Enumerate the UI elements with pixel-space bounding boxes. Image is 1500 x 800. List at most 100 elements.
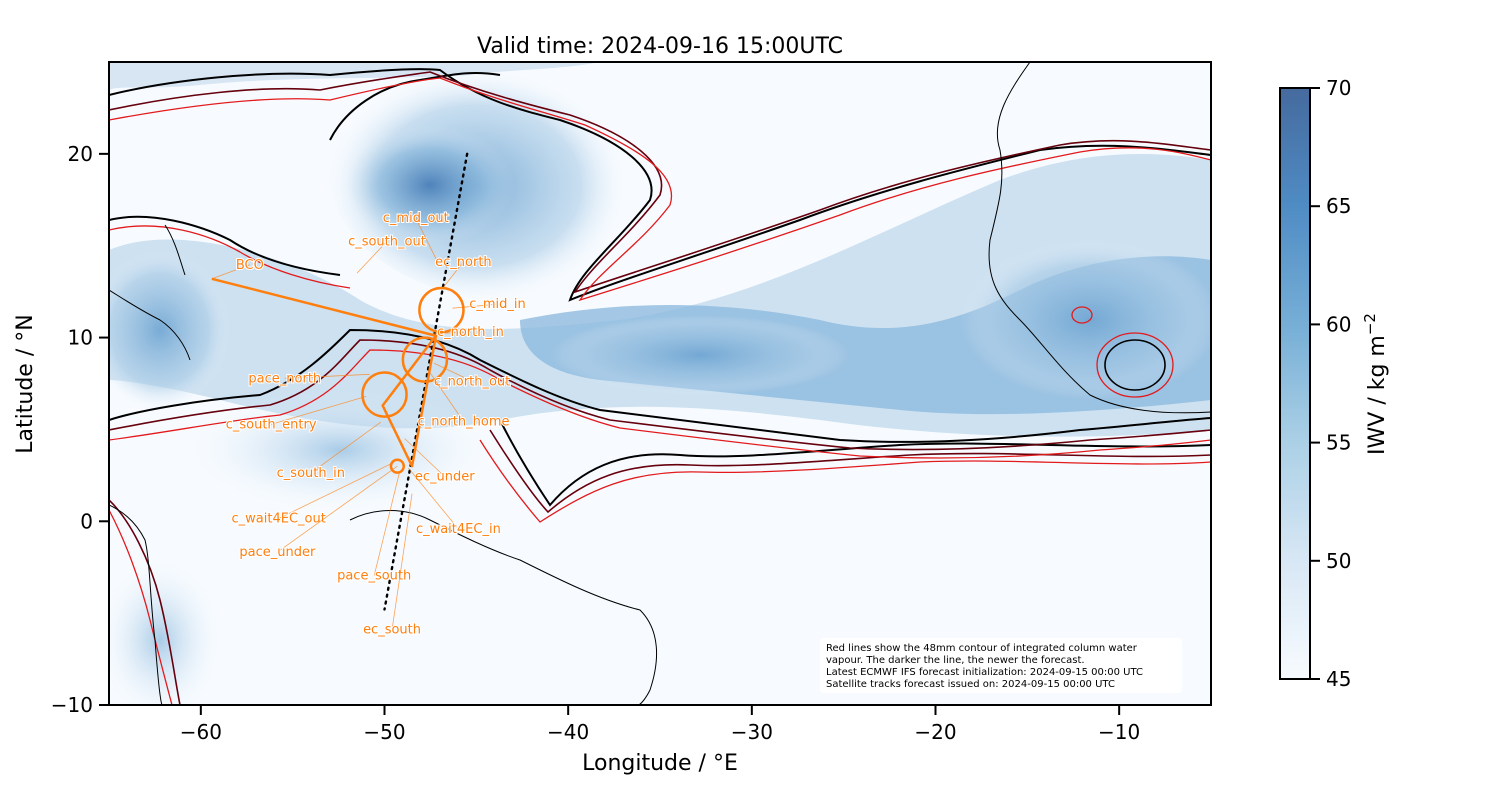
waypoint-leader: [441, 261, 464, 291]
iwv-field: [109, 62, 1211, 705]
colorbar-tick-label: 55: [1326, 431, 1351, 455]
contour-newest: [109, 215, 341, 276]
contour-island: [1104, 339, 1166, 391]
note-line-2: vapour. The darker the line, the newer t…: [826, 655, 1085, 666]
waypoint-label: c_north_home: [418, 415, 510, 430]
flight-circle: [361, 371, 408, 418]
y-tick-label: 10: [68, 326, 93, 350]
contour-island: [1096, 332, 1174, 398]
flight-circle: [389, 458, 406, 474]
waypoint-leader: [391, 493, 413, 630]
waypoint-label: ec_south: [363, 623, 421, 638]
waypoint-label: c_wait4EC_out: [232, 511, 326, 526]
y-axis-label: Latitude / °N: [13, 314, 38, 453]
x-tick-label: −10: [1098, 720, 1140, 744]
waypoint-leader: [408, 467, 459, 530]
waypoint-label: c_south_in: [277, 466, 345, 481]
waypoint-label: pace_under: [239, 545, 316, 560]
x-tick-label: −20: [914, 720, 956, 744]
note-line-3: Latest ECMWF IFS forecast initialization…: [826, 667, 1143, 678]
colorbar-label-text: IWV / kg m: [1365, 335, 1390, 455]
waypoint-label: c_south_out: [348, 234, 426, 249]
contour-island: [1071, 306, 1093, 324]
flight-track-layer: [211, 277, 465, 474]
map-frame: [108, 61, 1212, 706]
x-axis: −60 −50 −40 −30 −20 −10: [180, 705, 1140, 744]
contour-mid: [109, 339, 1211, 451]
colorbar-label: IWV / kg m−2: [1361, 313, 1390, 455]
x-axis-label: Longitude / °E: [582, 751, 738, 776]
waypoint-leader: [433, 362, 473, 382]
waypoint-leader: [373, 473, 400, 576]
flight-circle: [418, 286, 465, 334]
coastline-south-america: [349, 510, 658, 705]
waypoint-leader: [452, 303, 498, 309]
waypoint-leader: [310, 421, 382, 474]
waypoint-label: c_south_entry: [226, 417, 317, 432]
colorbar-ticks: 70 65 60 55 50 45: [1310, 76, 1351, 691]
info-note-box: [820, 638, 1182, 693]
contour-older: [479, 439, 1211, 523]
map-panel: BCO c_south_out c_mid_out ec_north c_mid_inc…: [109, 62, 1211, 705]
plot-title: Valid time: 2024-09-16 15:00UTC: [477, 34, 843, 59]
waypoint-leader: [284, 373, 370, 379]
colorbar-label-exponent: −2: [1361, 313, 1379, 335]
contour-newest: [329, 71, 501, 141]
y-tick-label: 20: [68, 142, 93, 166]
waypoint-leader: [211, 264, 250, 280]
waypoint-leader: [277, 465, 398, 553]
coastline-caribbean: [164, 224, 186, 276]
waypoint-label: c_north_out: [434, 374, 510, 389]
note-line-4: Satellite tracks forecast issued on: 202…: [826, 679, 1115, 690]
contour-older: [109, 509, 173, 705]
y-tick-label: −10: [51, 693, 93, 717]
waypoint-label: ec_north: [435, 255, 492, 270]
contour-newest: [109, 68, 1211, 302]
waypoint-label: pace_south: [337, 569, 411, 584]
x-tick-label: −50: [363, 720, 405, 744]
x-tick-label: −60: [180, 720, 222, 744]
coastline-caribbean: [109, 289, 191, 361]
iwv-contours: [109, 68, 1211, 705]
colorbar-tick-label: 65: [1326, 194, 1351, 218]
contour-mid: [109, 71, 1211, 294]
waypoint-label: c_wait4EC_in: [416, 522, 501, 537]
flight-circle: [401, 336, 449, 383]
colorbar-tick-label: 60: [1326, 312, 1351, 336]
waypoint-leader: [278, 462, 394, 519]
contour-older: [109, 225, 351, 289]
waypoint-leader: [271, 395, 367, 425]
waypoint-leader: [428, 370, 464, 422]
waypoint-label: c_mid_out: [383, 211, 449, 226]
y-tick-label: 0: [80, 509, 93, 533]
waypoint-label: c_north_in: [437, 325, 504, 340]
flight-track: [211, 277, 438, 468]
info-note: Red lines show the 48mm contour of integ…: [820, 638, 1182, 693]
colorbar-tick-label: 50: [1326, 549, 1351, 573]
note-line-1: Red lines show the 48mm contour of integ…: [826, 643, 1138, 654]
x-tick-label: −40: [547, 720, 589, 744]
contour-mid: [109, 499, 181, 705]
coastline-africa: [988, 62, 1211, 414]
waypoint-label: BCO: [236, 258, 264, 273]
waypoint-label: c_mid_in: [469, 297, 526, 312]
coastline-south-america: [109, 504, 163, 705]
contour-newest: [109, 328, 1211, 443]
x-tick-label: −30: [731, 720, 773, 744]
waypoint-label: pace_north: [248, 371, 321, 386]
contour-older: [109, 77, 1211, 302]
colorbar-tick-label: 70: [1326, 76, 1351, 100]
contour-older: [109, 349, 1211, 459]
colorbar: 70 65 60 55 50 45 IWV / kg m−2: [1279, 76, 1390, 691]
waypoint-leader: [356, 240, 388, 274]
waypoint-leader: [430, 331, 471, 335]
waypoint-layer: BCO c_south_out c_mid_out ec_north c_mid_inc…: [211, 210, 527, 639]
waypoint-leader: [404, 438, 445, 477]
waypoint-label: ec_under: [415, 470, 475, 485]
coastlines: [109, 62, 1211, 705]
colorbar-gradient: [1279, 87, 1311, 680]
y-axis: 20 10 0 −10: [51, 142, 109, 717]
colorbar-tick-label: 45: [1326, 667, 1351, 691]
waypoint-leader: [415, 218, 439, 263]
